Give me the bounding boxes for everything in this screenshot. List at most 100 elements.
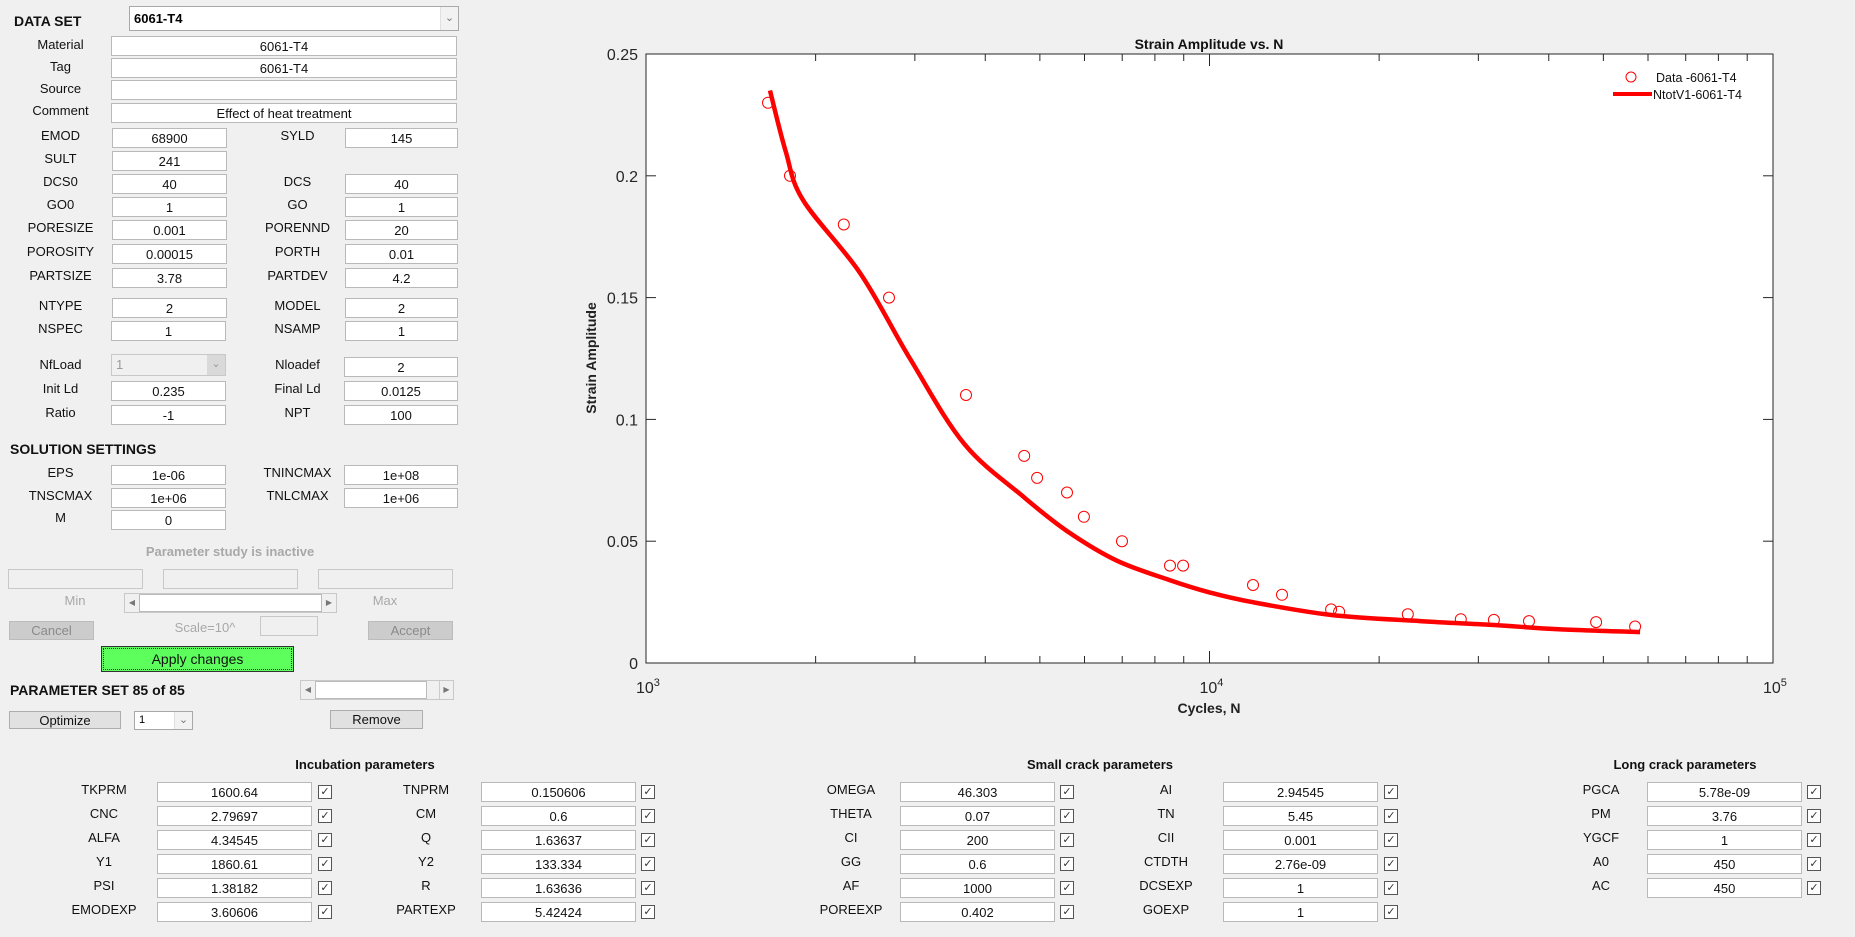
ac-field[interactable]: 450	[1647, 878, 1802, 898]
y2-checkbox[interactable]: ✓	[641, 857, 655, 871]
y2-field[interactable]: 133.334	[481, 854, 636, 874]
cm-checkbox[interactable]: ✓	[641, 809, 655, 823]
gg-checkbox[interactable]: ✓	[1060, 857, 1074, 871]
model-field[interactable]: 2	[345, 298, 458, 318]
comment-field[interactable]: Effect of heat treatment	[111, 103, 457, 123]
sult-field[interactable]: 241	[112, 151, 227, 171]
pgca-field[interactable]: 5.78e-09	[1647, 782, 1802, 802]
ctdth-checkbox[interactable]: ✓	[1384, 857, 1398, 871]
tn-field[interactable]: 5.45	[1223, 806, 1378, 826]
tnprm-checkbox[interactable]: ✓	[641, 785, 655, 799]
partsize-field[interactable]: 3.78	[112, 268, 227, 288]
go0-field[interactable]: 1	[112, 197, 227, 217]
goexp-checkbox[interactable]: ✓	[1384, 905, 1398, 919]
partdev-field[interactable]: 4.2	[345, 268, 458, 288]
nsamp-field[interactable]: 1	[345, 321, 458, 341]
syld-field[interactable]: 145	[345, 128, 458, 148]
alfa-field[interactable]: 4.34545	[157, 830, 312, 850]
nspec-field[interactable]: 1	[111, 321, 226, 341]
ygcf-field[interactable]: 1	[1647, 830, 1802, 850]
psi-checkbox[interactable]: ✓	[318, 881, 332, 895]
tn-checkbox[interactable]: ✓	[1384, 809, 1398, 823]
source-field[interactable]	[111, 80, 457, 100]
m-field[interactable]: 0	[111, 510, 226, 530]
ac-checkbox[interactable]: ✓	[1807, 881, 1821, 895]
ci-checkbox[interactable]: ✓	[1060, 833, 1074, 847]
ai-field[interactable]: 2.94545	[1223, 782, 1378, 802]
q-checkbox[interactable]: ✓	[641, 833, 655, 847]
gg-field[interactable]: 0.6	[900, 854, 1055, 874]
pm-checkbox[interactable]: ✓	[1807, 809, 1821, 823]
dcs0-field[interactable]: 40	[112, 174, 227, 194]
theta-field[interactable]: 0.07	[900, 806, 1055, 826]
psi-field[interactable]: 1.38182	[157, 878, 312, 898]
porth-field[interactable]: 0.01	[345, 244, 458, 264]
dcsexp-checkbox[interactable]: ✓	[1384, 881, 1398, 895]
omega-field[interactable]: 46.303	[900, 782, 1055, 802]
pgca-checkbox[interactable]: ✓	[1807, 785, 1821, 799]
dcsexp-field[interactable]: 1	[1223, 878, 1378, 898]
poresize-field[interactable]: 0.001	[112, 220, 227, 240]
parameter-set-dropdown[interactable]: 1 ⌄	[134, 711, 193, 730]
af-field[interactable]: 1000	[900, 878, 1055, 898]
nloadef-field[interactable]: 2	[344, 357, 458, 377]
slider-thumb[interactable]	[315, 681, 427, 699]
ratio-field[interactable]: -1	[111, 405, 226, 425]
arrow-right-icon[interactable]: ▶	[439, 681, 453, 699]
a0-checkbox[interactable]: ✓	[1807, 857, 1821, 871]
tnincmax-field[interactable]: 1e+08	[344, 465, 458, 485]
optimize-button[interactable]: Optimize	[9, 711, 121, 729]
porennd-field[interactable]: 20	[345, 220, 458, 240]
alfa-checkbox[interactable]: ✓	[318, 833, 332, 847]
partexp-field[interactable]: 5.42424	[481, 902, 636, 922]
r-field[interactable]: 1.63636	[481, 878, 636, 898]
ci-field[interactable]: 200	[900, 830, 1055, 850]
q-field[interactable]: 1.63637	[481, 830, 636, 850]
cm-field[interactable]: 0.6	[481, 806, 636, 826]
arrow-left-icon[interactable]: ◀	[304, 685, 312, 694]
ai-checkbox[interactable]: ✓	[1384, 785, 1398, 799]
cii-field[interactable]: 0.001	[1223, 830, 1378, 850]
tag-field[interactable]: 6061-T4	[111, 58, 457, 78]
eps-field[interactable]: 1e-06	[111, 465, 226, 485]
ntype-field[interactable]: 2	[112, 298, 227, 318]
goexp-field[interactable]: 1	[1223, 902, 1378, 922]
cnc-field[interactable]: 2.79697	[157, 806, 312, 826]
dataset-dropdown[interactable]: 6061-T4 ⌄	[129, 6, 459, 31]
remove-button[interactable]: Remove	[330, 710, 423, 729]
tnprm-field[interactable]: 0.150606	[481, 782, 636, 802]
tkprm-checkbox[interactable]: ✓	[318, 785, 332, 799]
ctdth-field[interactable]: 2.76e-09	[1223, 854, 1378, 874]
ygcf-checkbox[interactable]: ✓	[1807, 833, 1821, 847]
r-checkbox[interactable]: ✓	[641, 881, 655, 895]
dcs-field[interactable]: 40	[345, 174, 458, 194]
apply-changes-button[interactable]: Apply changes	[101, 646, 294, 672]
af-checkbox[interactable]: ✓	[1060, 881, 1074, 895]
emod-field[interactable]: 68900	[112, 128, 227, 148]
npt-field[interactable]: 100	[344, 405, 458, 425]
emodexp-checkbox[interactable]: ✓	[318, 905, 332, 919]
tnscmax-field[interactable]: 1e+06	[111, 488, 226, 508]
porosity-field[interactable]: 0.00015	[112, 244, 227, 264]
omega-checkbox[interactable]: ✓	[1060, 785, 1074, 799]
initld-field[interactable]: 0.235	[111, 381, 226, 401]
chevron-down-icon[interactable]: ⌄	[440, 7, 458, 30]
poreexp-field[interactable]: 0.402	[900, 902, 1055, 922]
parameter-set-slider[interactable]: ◀ ▶	[300, 680, 454, 700]
emodexp-field[interactable]: 3.60606	[157, 902, 312, 922]
go-field[interactable]: 1	[345, 197, 458, 217]
partexp-checkbox[interactable]: ✓	[641, 905, 655, 919]
a0-field[interactable]: 450	[1647, 854, 1802, 874]
tkprm-field[interactable]: 1600.64	[157, 782, 312, 802]
pm-field[interactable]: 3.76	[1647, 806, 1802, 826]
cii-checkbox[interactable]: ✓	[1384, 833, 1398, 847]
material-field[interactable]: 6061-T4	[111, 36, 457, 56]
poreexp-checkbox[interactable]: ✓	[1060, 905, 1074, 919]
theta-checkbox[interactable]: ✓	[1060, 809, 1074, 823]
tnlcmax-field[interactable]: 1e+06	[344, 488, 458, 508]
y1-checkbox[interactable]: ✓	[318, 857, 332, 871]
finalld-field[interactable]: 0.0125	[344, 381, 458, 401]
chevron-down-icon[interactable]: ⌄	[174, 712, 192, 729]
cnc-checkbox[interactable]: ✓	[318, 809, 332, 823]
y1-field[interactable]: 1860.61	[157, 854, 312, 874]
